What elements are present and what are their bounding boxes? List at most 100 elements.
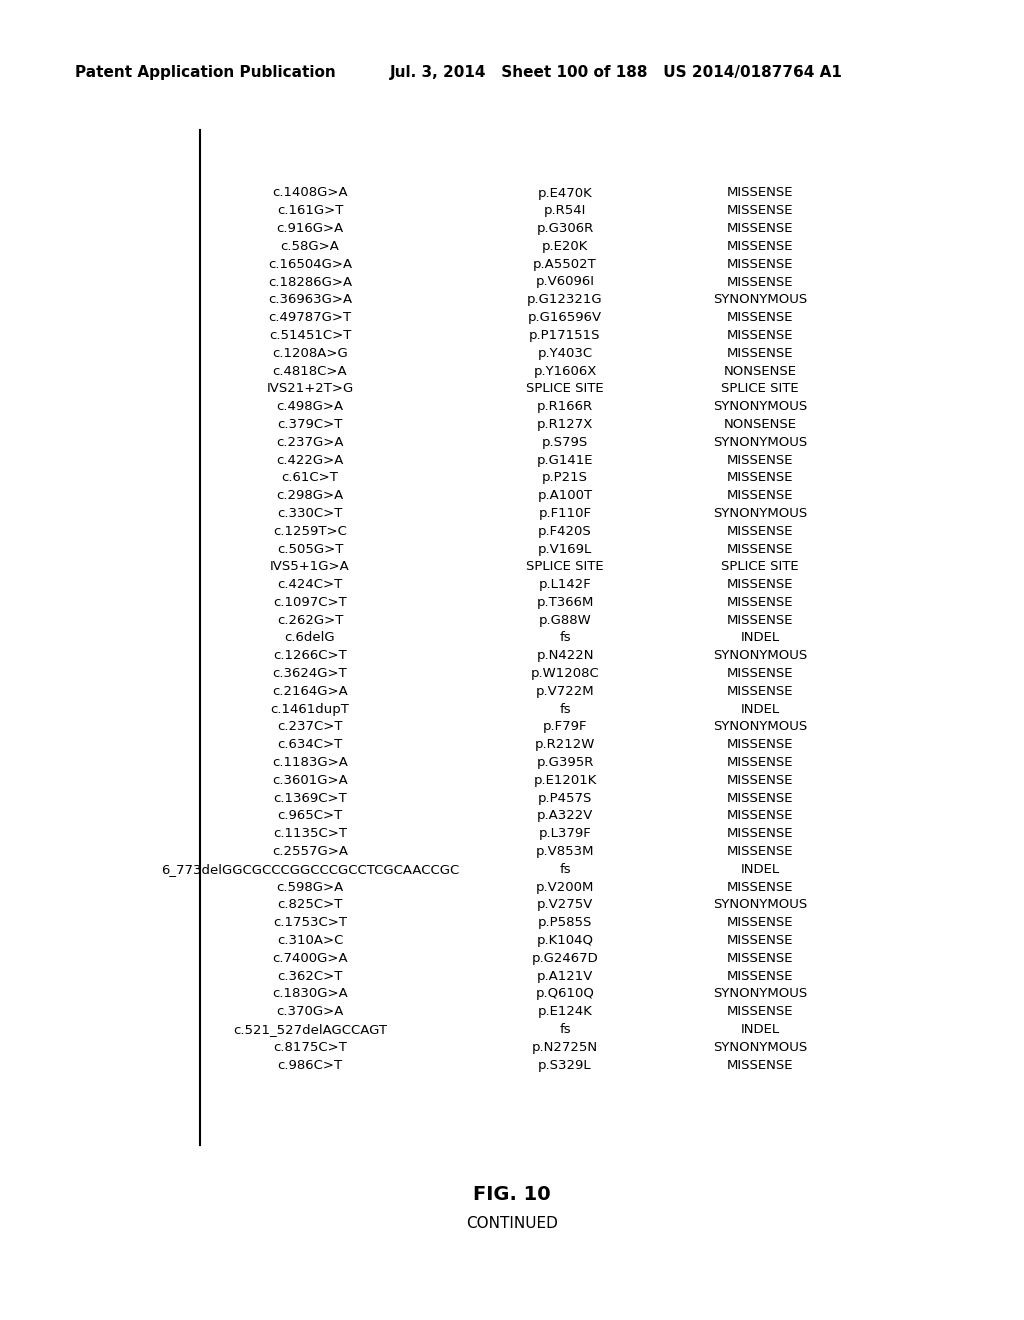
- Text: MISSENSE: MISSENSE: [727, 880, 794, 894]
- Text: p.G141E: p.G141E: [537, 454, 593, 466]
- Text: p.V853M: p.V853M: [536, 845, 594, 858]
- Text: p.A5502T: p.A5502T: [534, 257, 597, 271]
- Text: c.18286G>A: c.18286G>A: [268, 276, 352, 289]
- Text: fs: fs: [559, 863, 570, 876]
- Text: MISSENSE: MISSENSE: [727, 240, 794, 253]
- Text: c.521_527delAGCCAGT: c.521_527delAGCCAGT: [233, 1023, 387, 1036]
- Text: MISSENSE: MISSENSE: [727, 347, 794, 360]
- Text: INDEL: INDEL: [740, 1023, 779, 1036]
- Text: MISSENSE: MISSENSE: [727, 774, 794, 787]
- Text: MISSENSE: MISSENSE: [727, 667, 794, 680]
- Text: c.916G>A: c.916G>A: [276, 222, 344, 235]
- Text: MISSENSE: MISSENSE: [727, 257, 794, 271]
- Text: p.R127X: p.R127X: [537, 418, 593, 430]
- Text: p.V722M: p.V722M: [536, 685, 594, 698]
- Text: MISSENSE: MISSENSE: [727, 276, 794, 289]
- Text: c.379C>T: c.379C>T: [278, 418, 343, 430]
- Text: p.G88W: p.G88W: [539, 614, 592, 627]
- Text: c.262G>T: c.262G>T: [276, 614, 343, 627]
- Text: IVS21+2T>G: IVS21+2T>G: [266, 383, 353, 395]
- Text: c.1753C>T: c.1753C>T: [273, 916, 347, 929]
- Text: MISSENSE: MISSENSE: [727, 543, 794, 556]
- Text: c.2557G>A: c.2557G>A: [272, 845, 348, 858]
- Text: fs: fs: [559, 631, 570, 644]
- Text: MISSENSE: MISSENSE: [727, 595, 794, 609]
- Text: p.E20K: p.E20K: [542, 240, 588, 253]
- Text: MISSENSE: MISSENSE: [727, 916, 794, 929]
- Text: SYNONYMOUS: SYNONYMOUS: [713, 899, 807, 912]
- Text: c.986C>T: c.986C>T: [278, 1059, 343, 1072]
- Text: p.N2725N: p.N2725N: [531, 1041, 598, 1053]
- Text: c.1266C>T: c.1266C>T: [273, 649, 347, 663]
- Text: MISSENSE: MISSENSE: [727, 685, 794, 698]
- Text: MISSENSE: MISSENSE: [727, 738, 794, 751]
- Text: c.51451C>T: c.51451C>T: [269, 329, 351, 342]
- Text: c.1208A>G: c.1208A>G: [272, 347, 348, 360]
- Text: MISSENSE: MISSENSE: [727, 1059, 794, 1072]
- Text: p.R166R: p.R166R: [537, 400, 593, 413]
- Text: p.P17151S: p.P17151S: [529, 329, 601, 342]
- Text: p.Y1606X: p.Y1606X: [534, 364, 597, 378]
- Text: SYNONYMOUS: SYNONYMOUS: [713, 507, 807, 520]
- Text: p.L142F: p.L142F: [539, 578, 592, 591]
- Text: c.362C>T: c.362C>T: [278, 970, 343, 982]
- Text: c.1461dupT: c.1461dupT: [270, 702, 349, 715]
- Text: c.330C>T: c.330C>T: [278, 507, 343, 520]
- Text: p.S79S: p.S79S: [542, 436, 588, 449]
- Text: MISSENSE: MISSENSE: [727, 970, 794, 982]
- Text: c.505G>T: c.505G>T: [276, 543, 343, 556]
- Text: c.598G>A: c.598G>A: [276, 880, 344, 894]
- Text: p.A121V: p.A121V: [537, 970, 593, 982]
- Text: SYNONYMOUS: SYNONYMOUS: [713, 400, 807, 413]
- Text: c.58G>A: c.58G>A: [281, 240, 339, 253]
- Text: p.P585S: p.P585S: [538, 916, 592, 929]
- Text: p.V169L: p.V169L: [538, 543, 592, 556]
- Text: SYNONYMOUS: SYNONYMOUS: [713, 649, 807, 663]
- Text: p.L379F: p.L379F: [539, 828, 592, 841]
- Text: c.825C>T: c.825C>T: [278, 899, 343, 912]
- Text: fs: fs: [559, 1023, 570, 1036]
- Text: c.61C>T: c.61C>T: [282, 471, 339, 484]
- Text: c.8175C>T: c.8175C>T: [273, 1041, 347, 1053]
- Text: Jul. 3, 2014   Sheet 100 of 188   US 2014/0187764 A1: Jul. 3, 2014 Sheet 100 of 188 US 2014/01…: [390, 66, 843, 81]
- Text: MISSENSE: MISSENSE: [727, 578, 794, 591]
- Text: p.V275V: p.V275V: [537, 899, 593, 912]
- Text: p.E124K: p.E124K: [538, 1006, 593, 1018]
- Text: MISSENSE: MISSENSE: [727, 490, 794, 502]
- Text: MISSENSE: MISSENSE: [727, 809, 794, 822]
- Text: SYNONYMOUS: SYNONYMOUS: [713, 436, 807, 449]
- Text: SPLICE SITE: SPLICE SITE: [721, 560, 799, 573]
- Text: c.6delG: c.6delG: [285, 631, 335, 644]
- Text: p.G2467D: p.G2467D: [531, 952, 598, 965]
- Text: Patent Application Publication: Patent Application Publication: [75, 66, 336, 81]
- Text: MISSENSE: MISSENSE: [727, 471, 794, 484]
- Text: MISSENSE: MISSENSE: [727, 845, 794, 858]
- Text: p.E1201K: p.E1201K: [534, 774, 597, 787]
- Text: p.G12321G: p.G12321G: [527, 293, 603, 306]
- Text: p.K104Q: p.K104Q: [537, 935, 594, 946]
- Text: p.G395R: p.G395R: [537, 756, 594, 770]
- Text: c.1259T>C: c.1259T>C: [273, 525, 347, 537]
- Text: c.36963G>A: c.36963G>A: [268, 293, 352, 306]
- Text: MISSENSE: MISSENSE: [727, 756, 794, 770]
- Text: p.G16596V: p.G16596V: [528, 312, 602, 325]
- Text: MISSENSE: MISSENSE: [727, 205, 794, 218]
- Text: c.422G>A: c.422G>A: [276, 454, 344, 466]
- Text: c.1135C>T: c.1135C>T: [273, 828, 347, 841]
- Text: c.161G>T: c.161G>T: [276, 205, 343, 218]
- Text: c.1369C>T: c.1369C>T: [273, 792, 347, 805]
- Text: p.P21S: p.P21S: [542, 471, 588, 484]
- Text: FIG. 10: FIG. 10: [473, 1185, 551, 1204]
- Text: MISSENSE: MISSENSE: [727, 222, 794, 235]
- Text: MISSENSE: MISSENSE: [727, 454, 794, 466]
- Text: MISSENSE: MISSENSE: [727, 186, 794, 199]
- Text: c.2164G>A: c.2164G>A: [272, 685, 348, 698]
- Text: SYNONYMOUS: SYNONYMOUS: [713, 1041, 807, 1053]
- Text: c.310A>C: c.310A>C: [276, 935, 343, 946]
- Text: c.1408G>A: c.1408G>A: [272, 186, 348, 199]
- Text: p.F79F: p.F79F: [543, 721, 587, 734]
- Text: c.4818C>A: c.4818C>A: [272, 364, 347, 378]
- Text: MISSENSE: MISSENSE: [727, 525, 794, 537]
- Text: INDEL: INDEL: [740, 702, 779, 715]
- Text: INDEL: INDEL: [740, 863, 779, 876]
